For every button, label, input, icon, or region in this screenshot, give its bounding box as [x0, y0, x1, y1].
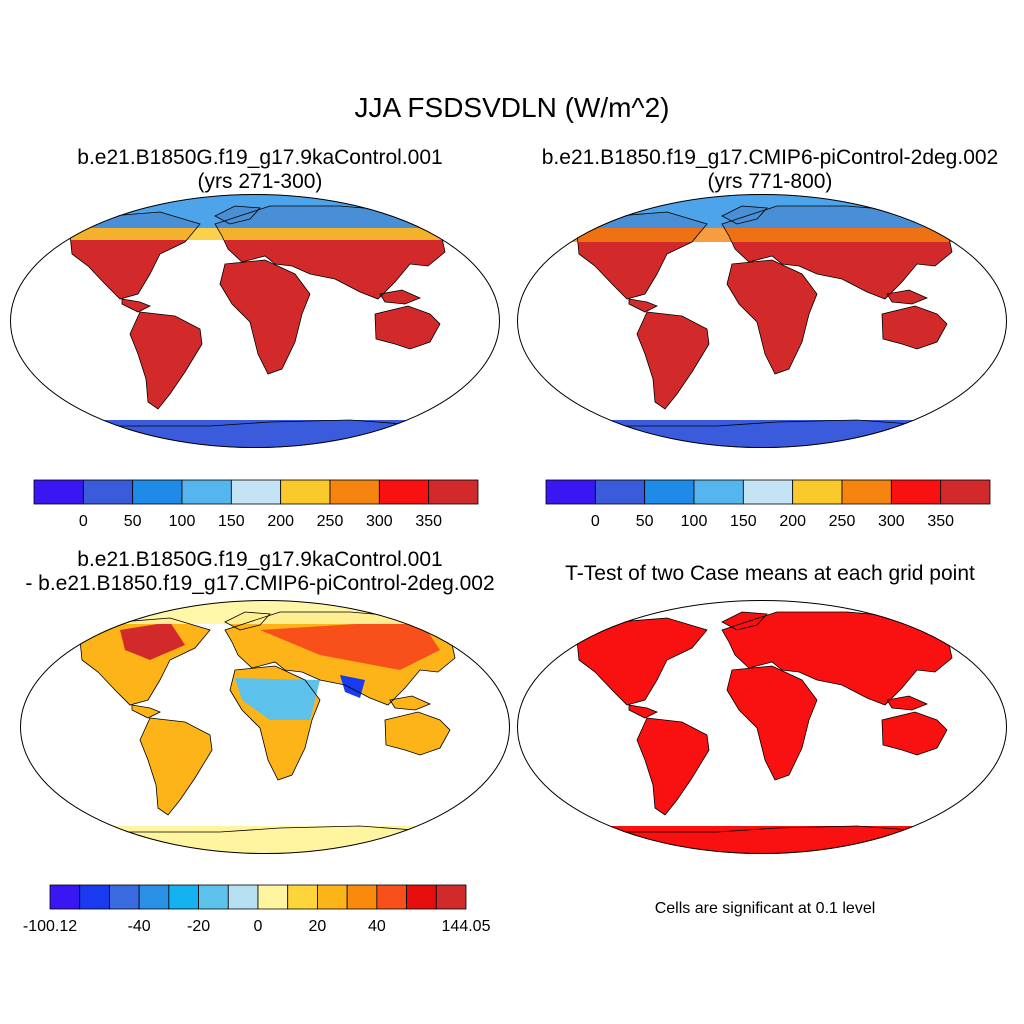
colorbar-case1-swatch	[428, 479, 479, 505]
colorbar-diff-tick-label: 40	[368, 918, 386, 935]
colorbar-diff-swatch	[168, 884, 199, 910]
colorbar-diff-swatch	[49, 884, 81, 910]
panel-case1-title: b.e21.B1850G.f19_g17.9kaControl.001 (yrs…	[20, 146, 500, 194]
colorbar-case1: 0 50 100 150 200 250 300 350	[33, 479, 479, 530]
colorbar-case2-swatch	[693, 479, 744, 505]
colorbar-case1-tick-label: 300	[366, 513, 393, 530]
colorbar-case1-swatch	[82, 479, 134, 505]
colorbar-diff-swatch	[79, 884, 110, 910]
colorbar-case2: 0 50 100 150 200 250 300 350	[545, 479, 991, 530]
colorbar-abs-row: 0 50 100 150 200 250 300 350 0 50 100 150 200 250 300…	[33, 479, 991, 530]
colorbar-diff-swatch	[346, 884, 378, 910]
map-diff	[20, 600, 510, 854]
colorbar-case2-swatch	[940, 479, 991, 505]
colorbar-case1-swatch	[280, 479, 331, 505]
colorbar-diff-swatch	[138, 884, 170, 910]
colorbar-case1-swatch	[230, 479, 282, 505]
colorbar-diff-tick-label: -100.12	[23, 918, 77, 935]
map-border	[517, 194, 1007, 448]
colorbar-diff-tick-label: -40	[128, 918, 151, 935]
panel-diff-title-line1: b.e21.B1850G.f19_g17.9kaControl.001	[77, 548, 443, 571]
colorbar-case1-tick-label: 250	[317, 513, 344, 530]
colorbar-diff-tick-label: 144.05	[442, 918, 491, 935]
colorbar-case2-swatch	[890, 479, 942, 505]
colorbar-case2-swatch	[644, 479, 695, 505]
map-border	[10, 194, 500, 448]
colorbar-case1-tick-label: 0	[79, 513, 88, 530]
colorbar-case2-swatch	[792, 479, 843, 505]
panel-case1-title-line1: b.e21.B1850G.f19_g17.9kaControl.001	[77, 146, 443, 169]
colorbar-case1-swatch	[33, 479, 84, 505]
colorbar-case2-swatch	[841, 479, 892, 505]
colorbar-case1-swatch	[181, 479, 232, 505]
colorbar-case1-swatch	[132, 479, 183, 505]
colorbar-case2-tick-label: 100	[681, 513, 708, 530]
panel-ttest-title: T-Test of two Case means at each grid po…	[515, 562, 1024, 586]
colorbar-diff-swatch	[376, 884, 407, 910]
map-ttest	[517, 600, 1007, 854]
colorbar-case1-tick-label: 50	[124, 513, 142, 530]
colorbar-diff-swatch	[406, 884, 437, 910]
panel-case1-title-line2: (yrs 271-300)	[197, 170, 323, 193]
colorbar-diff-tick-label: 0	[254, 918, 263, 935]
panel-case2-title-line2: (yrs 771-800)	[707, 170, 833, 193]
colorbar-case2-tick-label: 200	[779, 513, 806, 530]
colorbar-case2-tick-label: 350	[927, 513, 954, 530]
colorbar-diff-swatch	[435, 884, 467, 910]
colorbar-case2-tick-label: 0	[591, 513, 600, 530]
colorbar-case2-tick-label: 250	[829, 513, 856, 530]
colorbar-diff-swatch	[287, 884, 318, 910]
colorbar-case2-tick-label: 150	[730, 513, 757, 530]
colorbar-case2-swatch	[545, 479, 596, 505]
colorbar-case1-tick-label: 200	[267, 513, 294, 530]
map-border	[517, 600, 1007, 854]
colorbar-diff-swatch	[257, 884, 289, 910]
colorbar-diff: -100.12 -40 -20 0 20 40 144.05	[23, 884, 491, 935]
colorbar-case1-tick-label: 350	[415, 513, 442, 530]
colorbar-case1-tick-label: 100	[169, 513, 196, 530]
colorbar-case2-tick-label: 50	[636, 513, 654, 530]
colorbar-case2-swatch	[742, 479, 794, 505]
colorbar-case2-tick-label: 300	[878, 513, 905, 530]
panel-ttest-title-line1: T-Test of two Case means at each grid po…	[565, 562, 975, 585]
colorbar-diff-row: -100.12 -40 -20 0 20 40 144.05	[23, 884, 491, 935]
colorbar-case1-swatch	[378, 479, 430, 505]
map-border	[20, 600, 510, 854]
figure-title: JJA FSDSVDLN (W/m^2)	[354, 92, 670, 123]
colorbar-case1-swatch	[329, 479, 380, 505]
panel-case2-title: b.e21.B1850.f19_g17.CMIP6-piControl-2deg…	[515, 146, 1024, 194]
colorbar-diff-swatch	[198, 884, 229, 910]
significance-note: Cells are significant at 0.1 level	[654, 900, 876, 917]
panel-diff-title-line2: - b.e21.B1850.f19_g17.CMIP6-piControl-2d…	[25, 572, 495, 595]
colorbar-diff-swatch	[227, 884, 259, 910]
colorbar-case1-tick-label: 150	[218, 513, 245, 530]
colorbar-diff-tick-label: -20	[187, 918, 210, 935]
colorbar-case2-swatch	[594, 479, 646, 505]
colorbar-diff-swatch	[317, 884, 348, 910]
colorbar-diff-swatch	[109, 884, 140, 910]
map-case1	[10, 194, 500, 448]
panel-diff-title: b.e21.B1850G.f19_g17.9kaControl.001 - b.…	[0, 548, 520, 596]
colorbar-diff-tick-label: 20	[309, 918, 327, 935]
panel-case2-title-line1: b.e21.B1850.f19_g17.CMIP6-piControl-2deg…	[541, 146, 999, 169]
map-case2	[517, 194, 1007, 448]
